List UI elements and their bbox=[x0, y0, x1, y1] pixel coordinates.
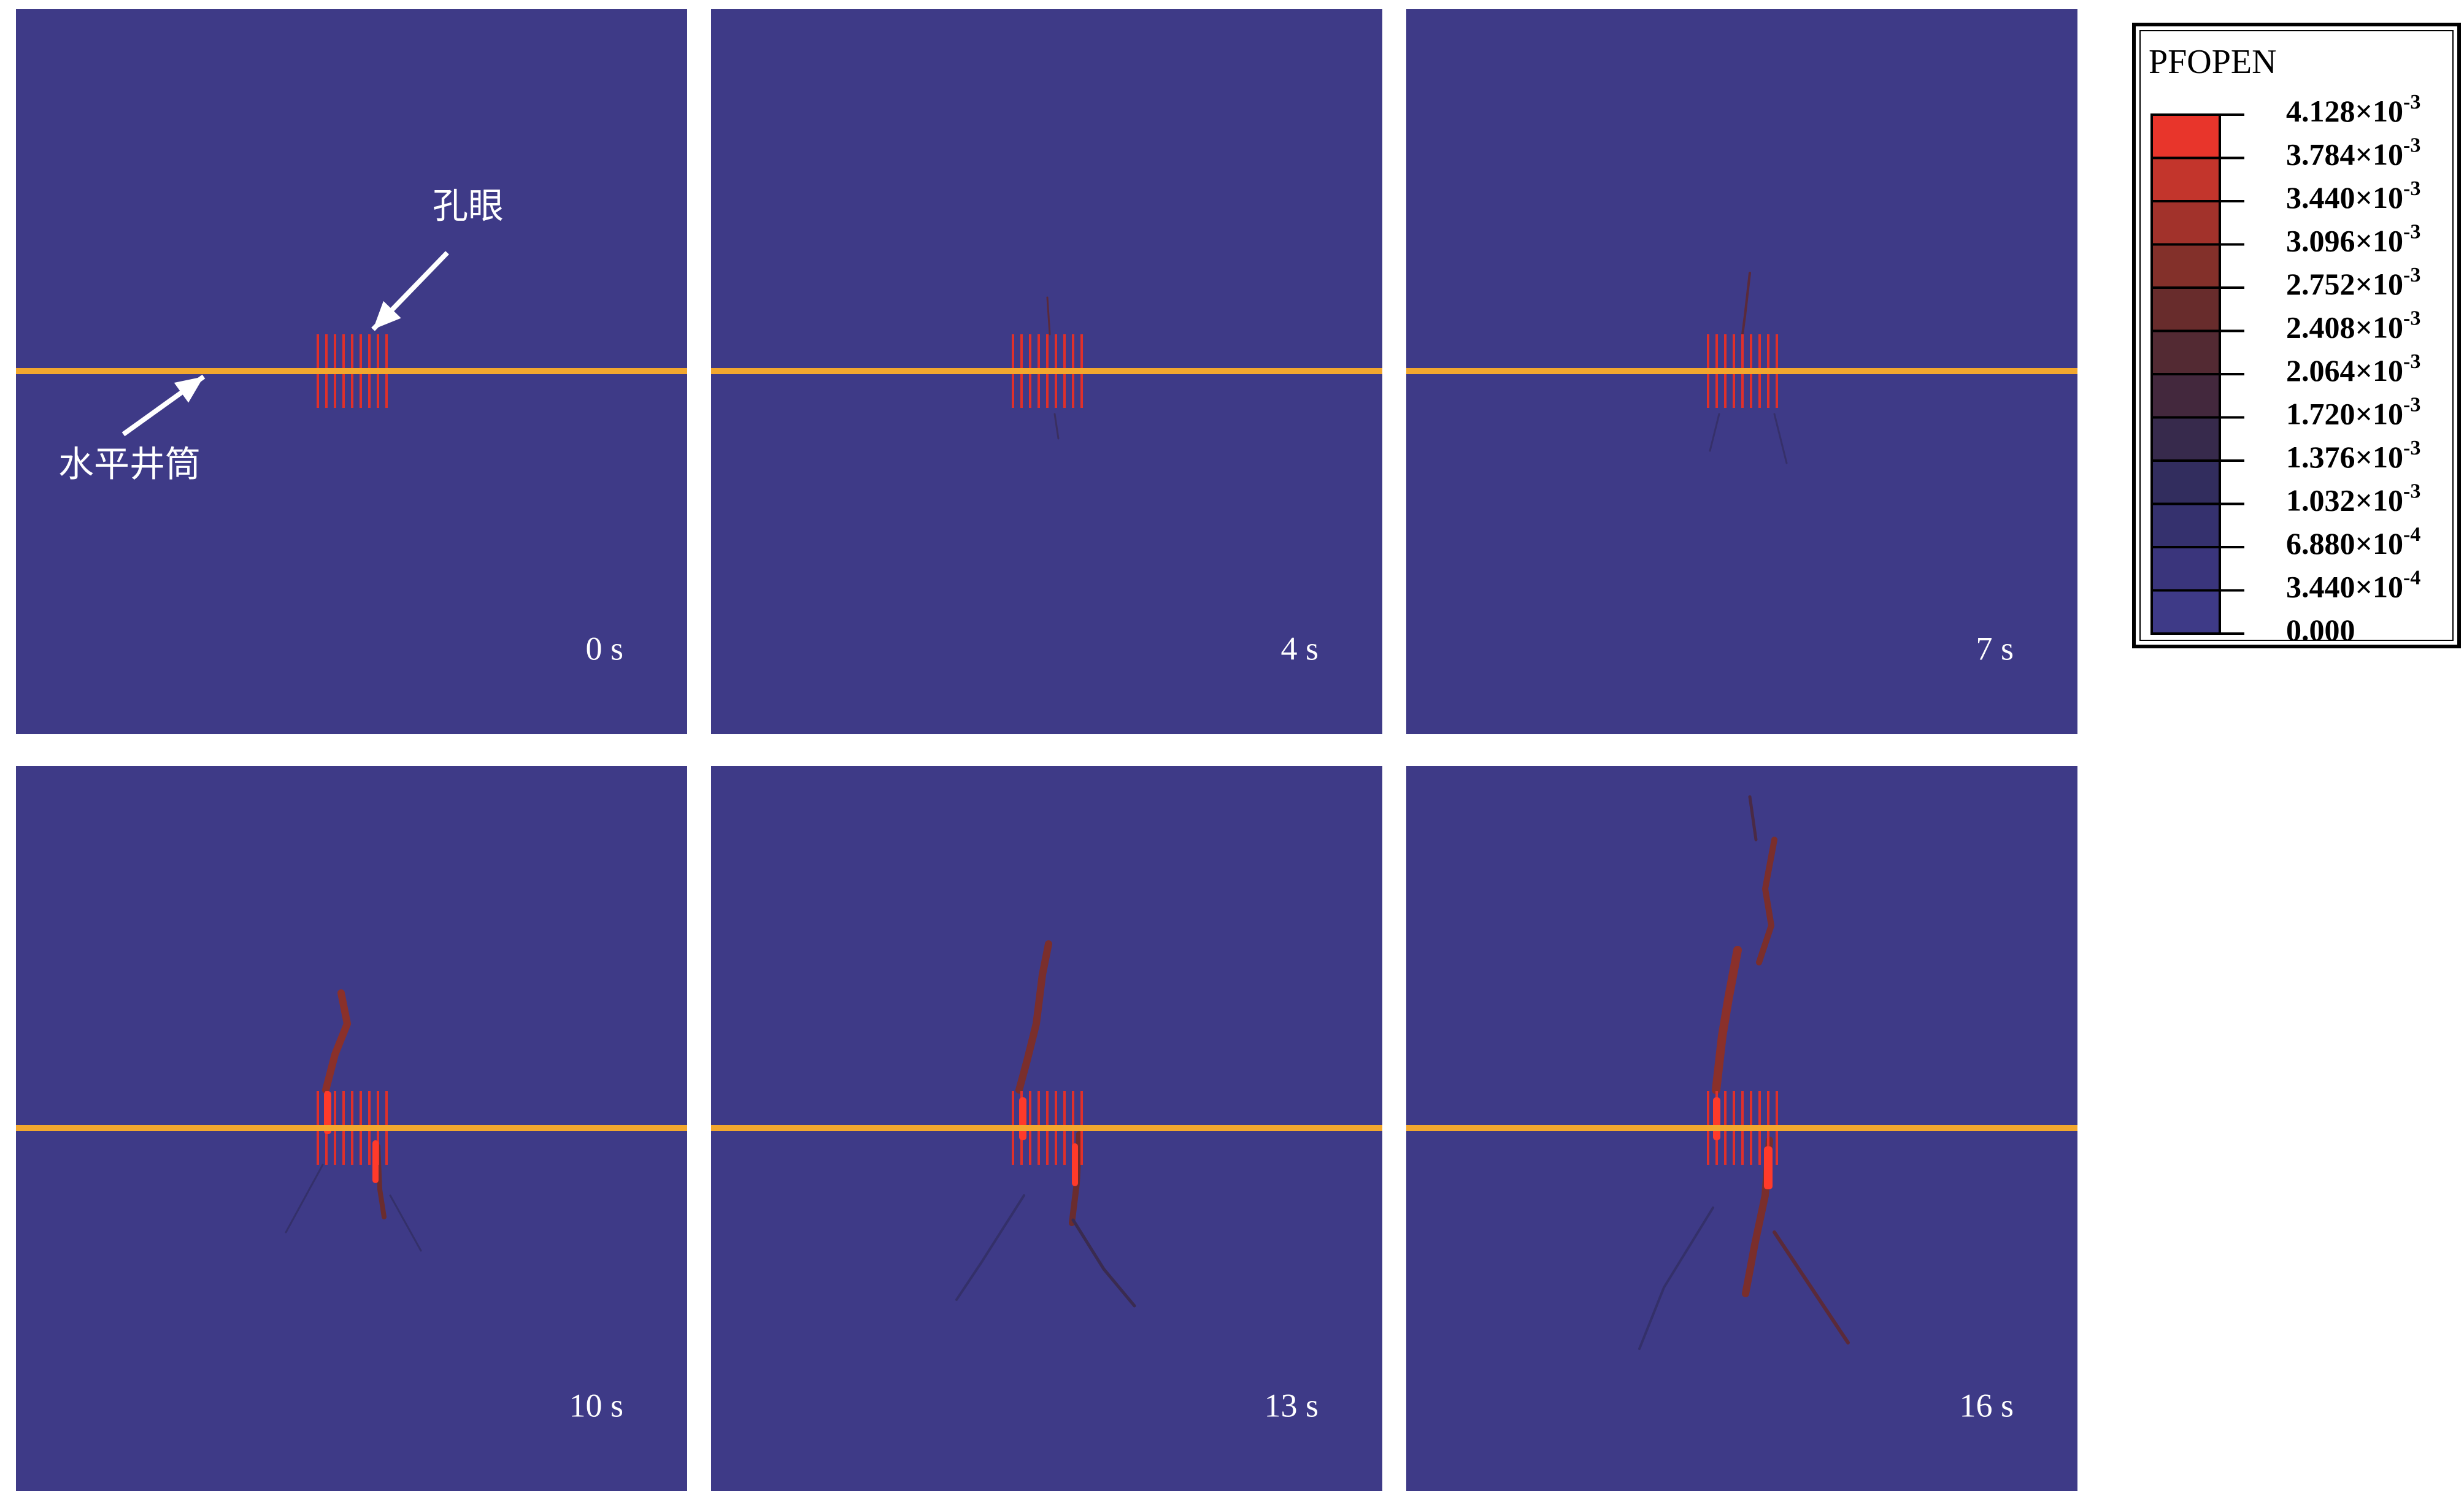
color-band bbox=[2152, 115, 2220, 158]
fracture bbox=[955, 1194, 1025, 1301]
fracture bbox=[1773, 1230, 1850, 1344]
color-band bbox=[2152, 590, 2220, 634]
panel: 16 s bbox=[1406, 766, 2077, 1491]
fracture-opening bbox=[1072, 1143, 1078, 1186]
fracture-opening bbox=[372, 1140, 379, 1183]
legend-label-base: 3.784×10 bbox=[2286, 137, 2403, 172]
legend-label-base: 6.880×10 bbox=[2286, 526, 2403, 561]
legend-label: 3.784×10-3 bbox=[2286, 134, 2420, 172]
legend-label-exponent: -4 bbox=[2403, 523, 2420, 546]
legend-label-base: 1.376×10 bbox=[2286, 440, 2403, 474]
legend-label-exponent: -3 bbox=[2403, 91, 2420, 113]
legend-label: 3.440×10-4 bbox=[2286, 566, 2420, 604]
fracture bbox=[1712, 946, 1742, 1094]
legend-title: PFOPEN bbox=[2149, 43, 2277, 81]
fracture bbox=[1709, 413, 1720, 452]
color-band bbox=[2152, 288, 2220, 331]
legend-label: 1.720×10-3 bbox=[2286, 393, 2420, 431]
color-band bbox=[2152, 201, 2220, 245]
fracture bbox=[1053, 413, 1060, 440]
legend-label-exponent: -3 bbox=[2403, 393, 2420, 416]
color-band bbox=[2152, 461, 2220, 504]
legend-label-base: 1.720×10 bbox=[2286, 397, 2403, 431]
legend-label-exponent: -3 bbox=[2403, 220, 2420, 243]
legend-label-base: 3.096×10 bbox=[2286, 224, 2403, 258]
legend-label-exponent: -3 bbox=[2403, 307, 2420, 329]
legend-label-base: 2.752×10 bbox=[2286, 267, 2403, 301]
legend-label-exponent: -4 bbox=[2403, 566, 2420, 589]
fracture-opening bbox=[1713, 1097, 1720, 1140]
time-label: 16 s bbox=[1959, 1387, 2014, 1424]
fracture bbox=[1756, 837, 1777, 965]
legend-label-exponent: -3 bbox=[2403, 134, 2420, 156]
color-band bbox=[2152, 504, 2220, 547]
color-band bbox=[2152, 547, 2220, 591]
legend-label: 2.752×10-3 bbox=[2286, 264, 2420, 302]
legend-label-base: 2.408×10 bbox=[2286, 310, 2403, 345]
panel: 13 s bbox=[711, 766, 1382, 1491]
legend-label-base: 2.064×10 bbox=[2286, 353, 2403, 388]
legend-label: 1.032×10-3 bbox=[2286, 480, 2420, 518]
fracture bbox=[1071, 1218, 1136, 1308]
fracture-opening bbox=[1019, 1097, 1026, 1140]
fracture bbox=[1046, 296, 1051, 336]
legend-label: 4.128×10-3 bbox=[2286, 91, 2420, 129]
legend-label: 3.440×10-3 bbox=[2286, 177, 2420, 215]
legend-label-exponent: -3 bbox=[2403, 264, 2420, 286]
fracture bbox=[1638, 1206, 1714, 1350]
legend-label-base: 4.128×10 bbox=[2286, 94, 2403, 128]
fracture bbox=[1773, 413, 1788, 464]
legend-label-exponent: -3 bbox=[2403, 350, 2420, 373]
arrow-head bbox=[373, 301, 401, 329]
annotation: 水平井筒 bbox=[58, 444, 201, 484]
time-label: 13 s bbox=[1264, 1387, 1319, 1424]
fracture-opening bbox=[324, 1091, 331, 1134]
legend-frame-inner bbox=[2139, 30, 2454, 641]
legend-label: 6.880×10-4 bbox=[2286, 523, 2420, 561]
color-band bbox=[2152, 374, 2220, 418]
time-label: 7 s bbox=[1976, 630, 2014, 667]
legend-label-exponent: -3 bbox=[2403, 480, 2420, 502]
color-band bbox=[2152, 158, 2220, 201]
legend-label-base: 1.032×10 bbox=[2286, 483, 2403, 518]
legend-label: 3.096×10-3 bbox=[2286, 220, 2420, 258]
legend-label-base: 3.440×10 bbox=[2286, 570, 2403, 604]
panel: 7 s bbox=[1406, 9, 2077, 734]
color-band bbox=[2152, 417, 2220, 461]
arrow-head bbox=[174, 377, 204, 403]
time-label: 0 s bbox=[585, 630, 623, 667]
legend: PFOPEN4.128×10-33.784×10-33.440×10-33.09… bbox=[2132, 23, 2461, 648]
panel: 4 s bbox=[711, 9, 1382, 734]
legend-label: 1.376×10-3 bbox=[2286, 437, 2420, 475]
legend-label-exponent: -3 bbox=[2403, 177, 2420, 200]
time-label: 4 s bbox=[1280, 630, 1319, 667]
annotation: 孔眼 bbox=[433, 186, 504, 226]
fracture bbox=[1748, 795, 1758, 842]
color-band bbox=[2152, 244, 2220, 288]
time-label: 10 s bbox=[569, 1387, 623, 1424]
legend-label: 2.408×10-3 bbox=[2286, 307, 2420, 345]
fracture bbox=[322, 989, 352, 1094]
fracture bbox=[285, 1164, 324, 1233]
color-band bbox=[2152, 331, 2220, 374]
fracture-opening bbox=[1764, 1146, 1773, 1189]
legend-label-base: 0.000 bbox=[2286, 613, 2355, 647]
legend-label: 2.064×10-3 bbox=[2286, 350, 2420, 388]
fracture bbox=[1015, 940, 1052, 1094]
panel: 10 s bbox=[16, 766, 687, 1491]
legend-label: 0.000 bbox=[2286, 613, 2355, 647]
legend-label-exponent: -3 bbox=[2403, 437, 2420, 459]
fracture bbox=[1741, 272, 1751, 336]
legend-label-base: 3.440×10 bbox=[2286, 180, 2403, 215]
fracture bbox=[389, 1194, 422, 1252]
